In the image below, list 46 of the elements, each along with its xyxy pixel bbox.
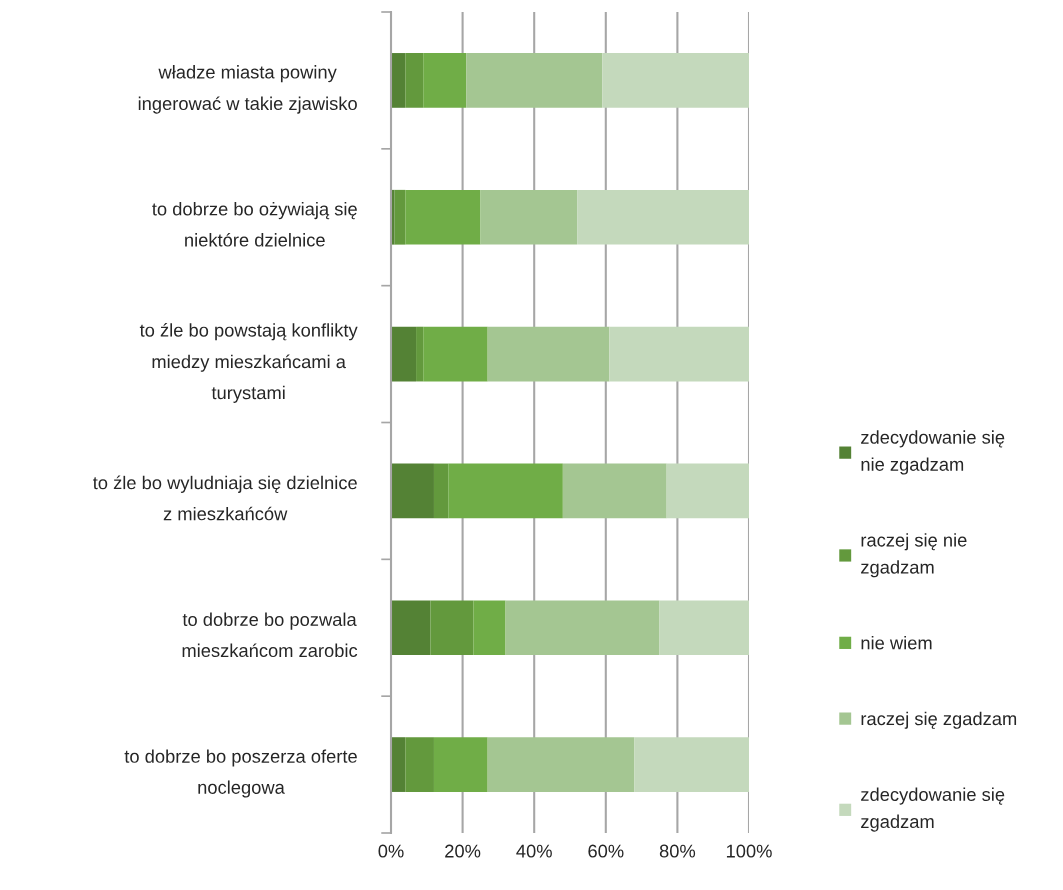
bar — [391, 600, 431, 656]
legend-label: raczej się nie zgadzam — [861, 533, 967, 578]
bar — [430, 600, 474, 656]
bar — [466, 53, 603, 108]
legend-label: zdecydowanie się zgadzam — [861, 787, 1005, 832]
bar — [433, 463, 449, 519]
y-tick-label: to dobrze bo ożywiają się niektóre dzielnice — [152, 202, 357, 247]
bar — [480, 189, 578, 245]
bar — [391, 737, 406, 792]
bar — [577, 189, 749, 245]
bar — [405, 189, 481, 245]
bar — [391, 463, 434, 519]
bar — [433, 737, 488, 792]
bar — [405, 737, 434, 792]
bar — [416, 326, 424, 382]
y-tick-label: to dobrze bo poszerza oferte noclegowa — [124, 749, 357, 798]
x-tick-label: 80% — [659, 844, 696, 858]
bar — [609, 326, 749, 382]
x-tick-label: 100% — [726, 844, 772, 858]
bar — [505, 600, 660, 656]
bar — [391, 53, 406, 108]
bar — [487, 737, 635, 792]
y-tick-label: władze miasta powiny ingerować w takie zjawisko — [138, 65, 357, 114]
bar — [659, 600, 749, 656]
bar — [394, 189, 406, 245]
bar — [634, 737, 749, 792]
y-tick-label: to źle bo wyludniaja się dzielnice z mieszkańców — [92, 475, 357, 521]
x-tick-label: 60% — [588, 844, 624, 858]
y-tick-label: to źle bo powstają konflikty miedzy mieszkańcami a turystami — [139, 323, 358, 403]
x-tick-label: 20% — [445, 844, 481, 858]
bar — [391, 326, 417, 382]
bar — [666, 463, 749, 519]
legend-label: nie wiem — [861, 636, 932, 650]
x-tick-label: 0% — [378, 844, 404, 858]
bar — [602, 53, 749, 108]
bar — [448, 463, 563, 519]
legend-label: zdecydowanie się nie zgadzam — [861, 430, 1005, 475]
y-tick-label: to dobrze bo pozwala mieszkańcom zarobic — [182, 612, 358, 658]
legend-label: raczej się zgadzam — [861, 711, 1017, 729]
bar — [562, 463, 667, 519]
bar — [473, 600, 506, 656]
bar — [487, 326, 610, 382]
bar — [423, 326, 488, 382]
x-tick-label: 40% — [516, 844, 552, 858]
bar — [405, 53, 424, 108]
bar — [423, 53, 467, 108]
